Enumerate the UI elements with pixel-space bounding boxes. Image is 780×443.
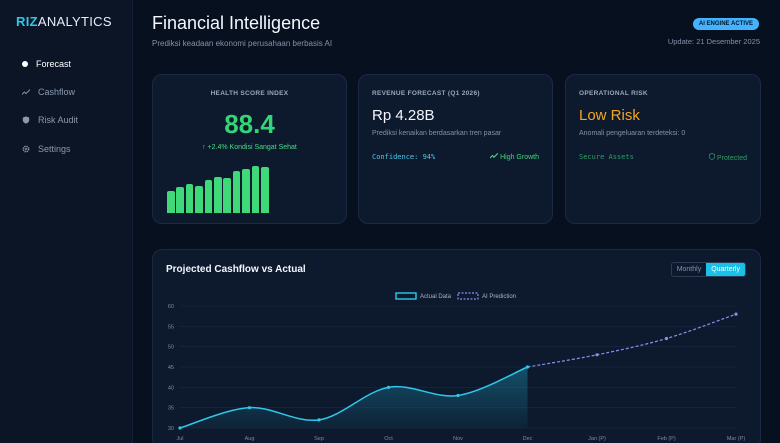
actual-point — [247, 406, 252, 410]
sidebar-item-label: Risk Audit — [38, 115, 79, 125]
protected-indicator: Protected — [709, 153, 747, 162]
trend-icon — [22, 89, 30, 95]
risk-value: Low Risk — [579, 107, 640, 124]
cashflow-line-chart: 30 35 40 45 50 55 60 Jul Aug Sep Oct Nov Dec Jan (P) F… — [168, 292, 746, 442]
shield-check-icon — [709, 153, 716, 160]
x-tick-label: Dec — [523, 436, 533, 442]
x-tick-label: Aug — [245, 436, 255, 442]
shield-icon — [22, 116, 30, 124]
y-tick-label: 40 — [168, 385, 174, 391]
y-tick-label: 55 — [168, 324, 174, 330]
health-bar — [204, 179, 213, 213]
health-bar — [251, 166, 260, 213]
y-tick-label: 35 — [168, 406, 174, 412]
actual-point — [525, 365, 530, 369]
health-bar — [242, 169, 250, 213]
actual-area — [180, 367, 528, 428]
x-tick-label: Feb (P) — [657, 436, 676, 442]
risk-heading: OPERATIONAL RISK — [579, 90, 648, 97]
health-score-change: ↑ +2.4% Kondisi Sangat Sehat — [202, 144, 297, 151]
y-tick-label: 30 — [168, 426, 174, 432]
y-tick-label: 60 — [168, 304, 174, 310]
legend-actual-swatch — [395, 292, 417, 300]
actual-point — [386, 385, 391, 389]
health-bar — [195, 185, 203, 213]
y-tick-label: 45 — [168, 365, 174, 371]
sidebar-item-settings[interactable]: Settings — [22, 141, 71, 157]
revenue-description: Prediksi kenaikan berdasarkan tren pasar — [372, 130, 502, 137]
risk-description: Anomali pengeluaran terdeteksi: 0 — [579, 130, 686, 137]
revenue-heading: REVENUE FORECAST (Q1 2026) — [372, 90, 480, 97]
health-score-heading: HEALTH SCORE INDEX — [210, 90, 289, 97]
sidebar: RIZANALYTICS Forecast Cashflow Risk Audi… — [0, 0, 133, 443]
y-tick-label: 50 — [168, 345, 174, 351]
health-bar — [232, 171, 241, 213]
legend-prediction-label: AI Prediction — [482, 294, 516, 300]
sidebar-item-forecast[interactable]: Forecast — [22, 56, 71, 72]
sidebar-item-cashflow[interactable]: Cashflow — [22, 84, 75, 100]
toggle-quarterly[interactable]: Quarterly — [706, 263, 745, 276]
legend-prediction-swatch — [457, 292, 479, 300]
brand-prefix: RIZ — [16, 14, 38, 29]
x-tick-label: Jan (P) — [588, 436, 606, 442]
x-tick-label: Nov — [453, 436, 463, 442]
trend-up-icon — [489, 152, 499, 159]
legend-actual-label: Actual Data — [420, 294, 452, 300]
actual-series-line — [179, 366, 528, 429]
protected-label: Protected — [717, 155, 747, 162]
health-score-value: 88.4 — [224, 109, 275, 139]
gear-icon — [22, 145, 30, 153]
health-bar-chart — [167, 161, 269, 213]
page-title: Financial Intelligence — [152, 13, 321, 33]
sidebar-item-label: Forecast — [36, 59, 72, 69]
prediction-point — [664, 336, 669, 341]
ai-engine-status-badge: AI ENGINE ACTIVE — [692, 18, 759, 30]
health-bar — [214, 176, 222, 213]
growth-label: High Growth — [500, 154, 539, 161]
x-tick-label: Jul — [176, 436, 183, 442]
operational-risk-card: OPERATIONAL RISK Low Risk Anomali pengel… — [565, 74, 761, 224]
prediction-point — [734, 312, 738, 316]
confidence-label: Confidence: 94% — [372, 153, 436, 161]
actual-point — [178, 426, 182, 430]
brand-suffix: ANALYTICS — [37, 14, 112, 29]
health-bar — [223, 177, 231, 213]
sidebar-item-label: Settings — [38, 144, 71, 154]
update-timestamp: Update: 21 Desember 2025 — [667, 37, 760, 46]
revenue-value: Rp 4.28B — [372, 107, 435, 124]
brand-logo: RIZANALYTICS — [16, 14, 112, 29]
health-bar — [261, 167, 269, 213]
toggle-monthly[interactable]: Monthly — [676, 266, 702, 273]
secure-assets-label: Secure Assets — [579, 153, 634, 161]
cashflow-chart-panel: Projected Cashflow vs Actual Monthly Qua… — [152, 249, 761, 443]
actual-point — [456, 393, 460, 398]
period-toggle: Monthly Quarterly — [670, 262, 746, 277]
health-bar — [185, 183, 194, 213]
sidebar-item-label: Cashflow — [38, 87, 76, 97]
dot-icon — [22, 61, 28, 67]
health-bar — [176, 187, 184, 213]
prediction-series-line — [527, 313, 737, 368]
x-tick-label: Sep — [314, 436, 324, 442]
revenue-forecast-card: REVENUE FORECAST (Q1 2026) Rp 4.28B Pred… — [358, 74, 553, 224]
x-tick-label: Oct — [384, 436, 393, 442]
sidebar-item-risk-audit[interactable]: Risk Audit — [22, 112, 78, 128]
x-tick-label: Mar (P) — [727, 436, 746, 442]
chart-title: Projected Cashflow vs Actual — [166, 264, 306, 275]
prediction-point — [595, 353, 599, 357]
actual-point — [317, 418, 321, 422]
health-score-card: HEALTH SCORE INDEX 88.4 ↑ +2.4% Kondisi … — [152, 74, 347, 224]
page-subtitle: Prediksi keadaan ekonomi perusahaan berb… — [152, 39, 333, 48]
health-bar — [167, 191, 175, 213]
growth-indicator: High Growth — [489, 152, 539, 161]
